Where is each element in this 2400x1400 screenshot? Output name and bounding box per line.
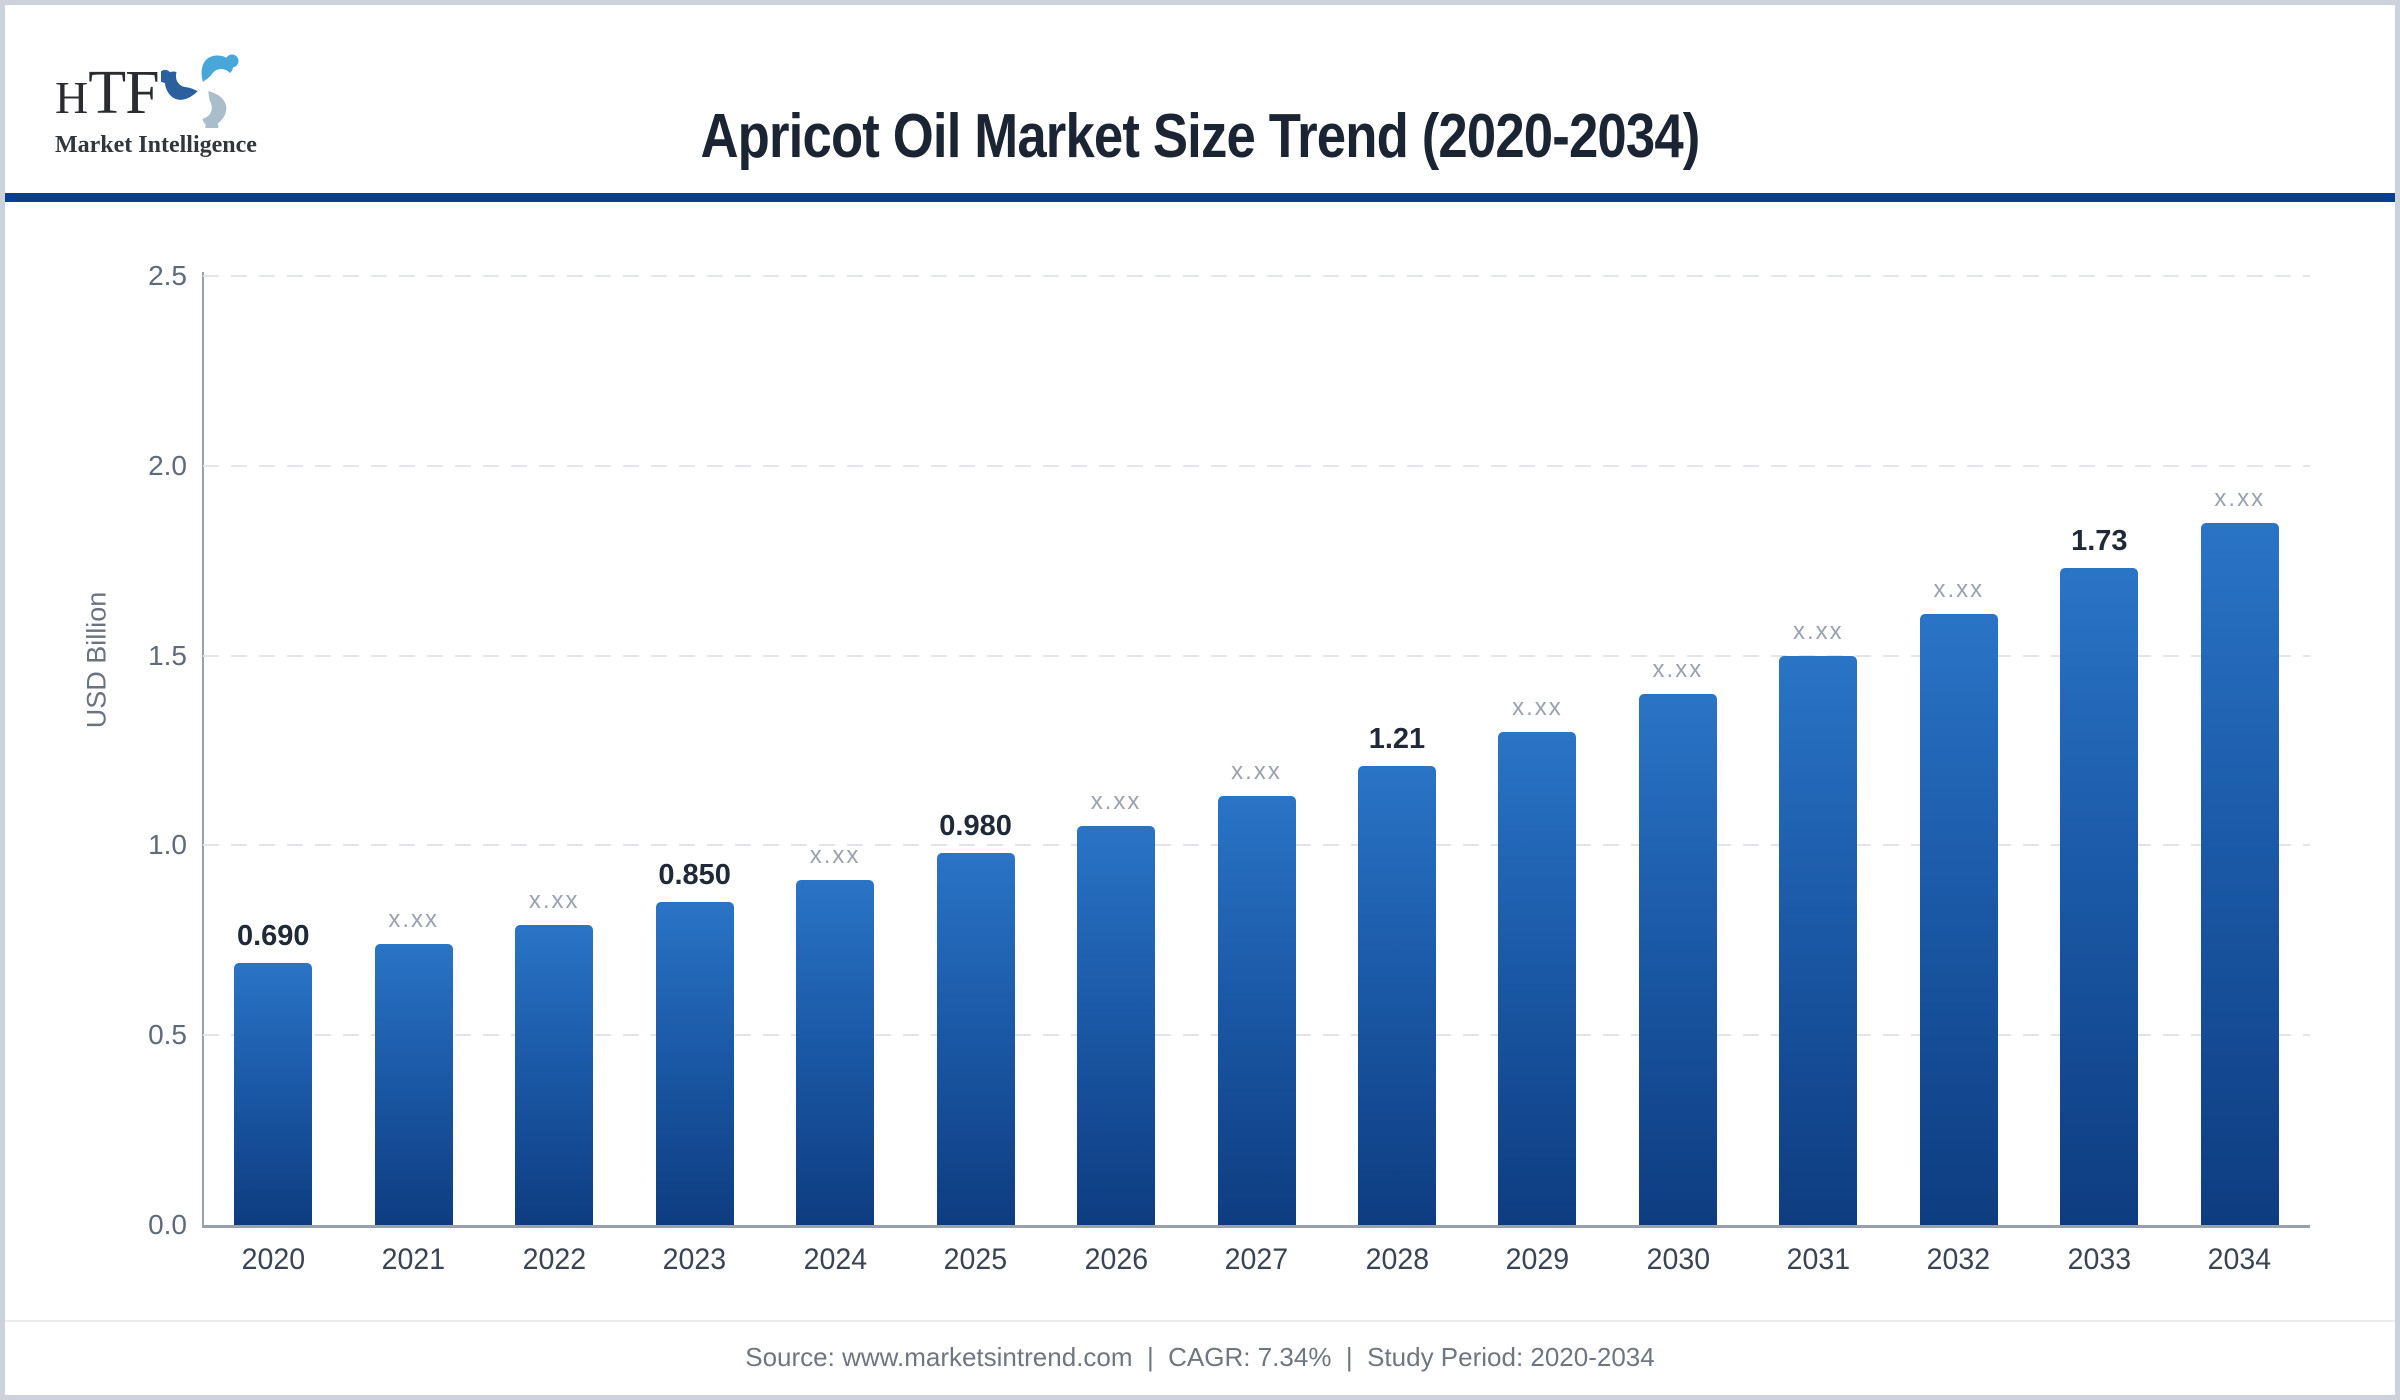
bar-value-label-2026: x.xx [1090, 788, 1142, 816]
y-axis-line [202, 272, 204, 1228]
bar-value-label-2022: x.xx [528, 887, 580, 915]
x-tick-label-2022: 2022 [474, 1243, 634, 1277]
bar-value-label-2033: 1.73 [2071, 525, 2128, 558]
x-tick-label-2030: 2030 [1598, 1243, 1758, 1277]
gridline-2.0 [203, 464, 2310, 467]
x-tick-label-text: 2020 [241, 1243, 305, 1276]
bar-value-label-2020: 0.690 [236, 920, 310, 953]
x-tick-label-text: 2021 [381, 1243, 446, 1276]
htf-logo: HTF Market Intelligence [55, 48, 315, 159]
x-tick-label-text: 2028 [1365, 1243, 1429, 1276]
x-tick-label-text: 2023 [662, 1243, 727, 1276]
bar-value-label-2028: 1.21 [1368, 722, 1426, 755]
x-tick-label-2034: 2034 [2160, 1243, 2320, 1277]
bar-2034 [2200, 522, 2279, 1225]
x-tick-label-2020: 2020 [193, 1243, 353, 1277]
x-tick-label-2031: 2031 [1738, 1243, 1898, 1277]
bar-2029 [1498, 731, 1577, 1225]
x-tick-label-text: 2022 [522, 1243, 586, 1276]
bar-value-label-2021: x.xx [388, 906, 440, 934]
bar-2025 [936, 853, 1015, 1225]
x-tick-label-2021: 2021 [334, 1243, 494, 1277]
y-tick-label: 1.5 [148, 639, 187, 671]
x-tick-label-2026: 2026 [1036, 1243, 1196, 1277]
y-tick-label: 1.0 [148, 829, 187, 861]
bar-value-label-2034: x.xx [2214, 484, 2266, 512]
x-tick-label-text: 2032 [1927, 1243, 1991, 1276]
x-tick-label-text: 2031 [1786, 1243, 1851, 1276]
bar-2023 [655, 902, 734, 1225]
bar-value-label-2027: x.xx [1231, 758, 1282, 786]
y-tick-label: 0.5 [148, 1019, 187, 1051]
bar-2022 [515, 925, 594, 1225]
bar-2031 [1779, 655, 1858, 1225]
x-tick-label-text: 2027 [1224, 1243, 1289, 1276]
bar-value-label-2025: 0.980 [939, 810, 1012, 842]
x-tick-label-2027: 2027 [1177, 1243, 1337, 1277]
footer-divider [0, 1320, 2400, 1322]
x-tick-label-2028: 2028 [1317, 1243, 1477, 1277]
logo-swirl-icon [160, 54, 239, 128]
x-axis-line [203, 1225, 2310, 1228]
footer-source-text: Source: www.marketsintrend.com | CAGR: 7… [745, 1342, 1655, 1372]
y-tick-label: 2.0 [148, 449, 187, 481]
x-tick-label-text: 2026 [1084, 1243, 1148, 1276]
bar-2024 [796, 879, 875, 1225]
bar-value-label-2032: x.xx [1933, 575, 1985, 603]
x-tick-label-text: 2033 [2067, 1243, 2132, 1276]
gridline-2.5 [203, 275, 2310, 277]
logo-letters-tf: TF [88, 59, 159, 127]
x-tick-label-2024: 2024 [755, 1243, 915, 1277]
bar-2020 [234, 963, 313, 1225]
bar-2032 [1919, 613, 1998, 1225]
bar-value-label-2030: x.xx [1652, 655, 1704, 683]
x-tick-label-text: 2025 [943, 1243, 1008, 1276]
header-divider [0, 193, 2400, 202]
bar-chart-plot-area: 0.690 x.xx x.xx 0.850 x.xx 0.980 x.xx x.xx 1.21 x… [203, 275, 2310, 1225]
bar-2021 [374, 944, 453, 1225]
bar-value-label-2031: x.xx [1793, 617, 1844, 645]
x-tick-label-text: 2030 [1646, 1243, 1710, 1276]
x-tick-label-2033: 2033 [2019, 1243, 2179, 1277]
bar-2028 [1357, 765, 1436, 1225]
y-tick-label: 0.0 [148, 1209, 187, 1240]
x-tick-label-2029: 2029 [1457, 1243, 1617, 1277]
logo-letter-h: H [55, 72, 89, 123]
bar-value-label-2023: 0.850 [658, 859, 731, 892]
logo-subtitle: Market Intelligence [55, 132, 257, 158]
x-tick-label-text: 2024 [803, 1243, 867, 1276]
x-tick-label-text: 2029 [1505, 1243, 1570, 1276]
bar-2027 [1217, 796, 1296, 1225]
y-tick-label: 2.5 [148, 260, 187, 291]
bar-value-label-2029: x.xx [1512, 693, 1563, 721]
gridline-1.5 [203, 654, 2310, 657]
bar-2030 [1638, 693, 1717, 1225]
bar-2026 [1077, 826, 1156, 1225]
x-tick-label-2025: 2025 [896, 1243, 1056, 1277]
page-title: Apricot Oil Market Size Trend (2020-2034… [700, 101, 1700, 171]
bar-value-label-2024: x.xx [809, 841, 861, 869]
x-tick-label-text: 2034 [2208, 1243, 2272, 1276]
x-tick-label-2023: 2023 [615, 1243, 775, 1277]
logo-wordmark: HTF [55, 59, 160, 127]
bar-2033 [2060, 568, 2139, 1225]
x-tick-label-2032: 2032 [1879, 1243, 2039, 1277]
